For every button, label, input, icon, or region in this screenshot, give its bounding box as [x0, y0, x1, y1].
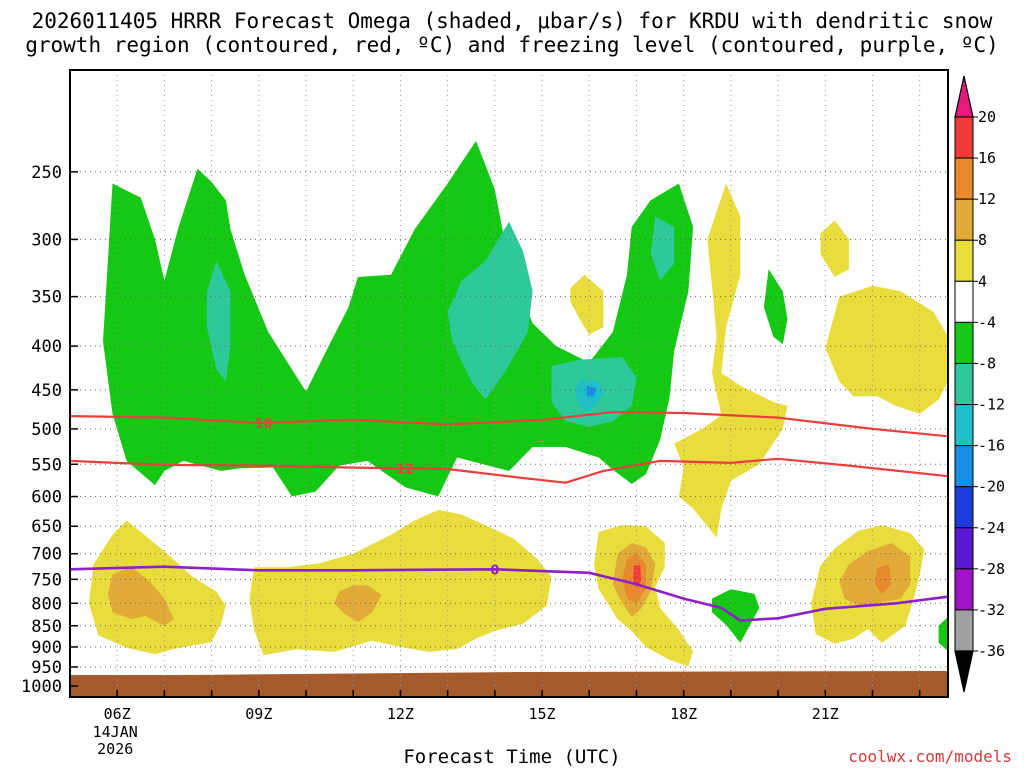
colorbar-label: -12 [978, 396, 1005, 414]
y-tick-label: 600 [31, 488, 62, 508]
y-tick-label: 950 [31, 658, 62, 678]
colorbar-band [954, 445, 974, 488]
y-tick-label: 800 [31, 594, 62, 614]
credit-text: coolwx.com/models [848, 747, 1012, 766]
omega-shading [70, 140, 948, 697]
terrain-fill [70, 671, 948, 697]
colorbar-band [954, 404, 974, 447]
omega-region-amber [334, 585, 382, 623]
y-tick-label: 350 [31, 288, 62, 308]
omega-region-yellow [88, 520, 226, 655]
colorbar-band [954, 116, 974, 159]
colorbar-label: 12 [978, 190, 996, 208]
y-tick-label: 850 [31, 617, 62, 637]
colorbar-band [954, 527, 974, 570]
y-tick-label: 400 [31, 337, 62, 357]
y-tick-label: 450 [31, 381, 62, 401]
omega-region-yellow [820, 220, 849, 277]
dgz-contour-label-12: 12 [396, 462, 414, 477]
colorbar-label: -8 [978, 354, 996, 372]
colorbar-label: 16 [978, 149, 996, 167]
axes: 2503003504004505005506006507007508008509… [21, 163, 921, 758]
omega-region-blue [586, 385, 597, 397]
colorbar-band [954, 486, 974, 529]
plot-frame [69, 69, 949, 698]
colorbar-label: 8 [978, 231, 987, 249]
chart-title-line-1: 2026011405 HRRR Forecast Omega (shaded, … [31, 9, 993, 33]
x-tick-label: 21Z [812, 705, 839, 723]
omega-region-teal [447, 221, 533, 400]
colorbar-label: -32 [978, 601, 1005, 619]
colorbar-band [954, 198, 974, 241]
omega-region-yellow [674, 183, 788, 538]
dgz-contour-line [70, 457, 948, 484]
colorbar-label: 20 [978, 108, 996, 126]
y-tick-label: 700 [31, 545, 62, 565]
y-tick-label: 900 [31, 638, 62, 658]
freezing-level-label: 0 [490, 563, 499, 578]
dgz-contour-label-18: 18 [254, 417, 272, 432]
y-tick-label: 750 [31, 570, 62, 590]
colorbar: 20 16 12 8 4 -4 -8 -12 -16 -20 -24 -28 -32 -36 [954, 75, 1005, 693]
colorbar-bottom-triangle [954, 650, 974, 693]
x-tick-date: 14JAN [93, 723, 138, 741]
omega-region-yellow [249, 509, 552, 656]
colorbar-band [954, 239, 974, 282]
colorbar-band [954, 321, 974, 364]
chart-title-line-2: growth region (contoured, red, ºC) and f… [25, 33, 999, 57]
dgz-contour-line [70, 411, 948, 438]
colorbar-label: -16 [978, 437, 1005, 455]
colorbar-label: 4 [978, 272, 987, 290]
y-tick-label: 500 [31, 420, 62, 440]
omega-region-green [938, 616, 948, 652]
y-tick-label: 1000 [21, 677, 62, 697]
x-tick-label: 15Z [528, 705, 555, 723]
omega-region-amber [107, 566, 174, 626]
omega-region-orange [874, 564, 892, 594]
omega-region-green [763, 269, 788, 345]
omega-region-amber [839, 543, 911, 606]
colorbar-label: -24 [978, 519, 1005, 537]
colorbar-band [954, 362, 974, 406]
x-tick-label: 06Z [104, 705, 131, 723]
omega-region-teal [206, 261, 231, 382]
colorbar-top-triangle [954, 75, 974, 118]
colorbar-label: -20 [978, 478, 1005, 496]
colorbar-label: -36 [978, 642, 1005, 660]
colorbar-band [954, 157, 974, 200]
y-tick-label: 300 [31, 230, 62, 250]
x-tick-label: 18Z [670, 705, 697, 723]
omega-region-yellow [825, 285, 948, 414]
omega-region-teal [650, 216, 675, 281]
omega-region-green [103, 140, 694, 497]
colorbar-band [954, 280, 974, 323]
x-tick-year: 2026 [97, 740, 133, 758]
contours: 18 12 0 [70, 411, 948, 622]
colorbar-label: -4 [978, 313, 996, 331]
y-tick-label: 650 [31, 517, 62, 537]
y-tick-label: 250 [31, 163, 62, 183]
colorbar-label: -28 [978, 560, 1005, 578]
x-tick-label: 09Z [245, 705, 272, 723]
omega-region-yellow [570, 274, 604, 335]
freezing-level-line [70, 565, 948, 622]
colorbar-band [954, 568, 974, 611]
x-axis-label: Forecast Time (UTC) [403, 746, 621, 768]
x-tick-label: 12Z [387, 705, 414, 723]
omega-region-red [633, 565, 642, 589]
colorbar-band [954, 609, 974, 652]
y-tick-label: 550 [31, 455, 62, 475]
